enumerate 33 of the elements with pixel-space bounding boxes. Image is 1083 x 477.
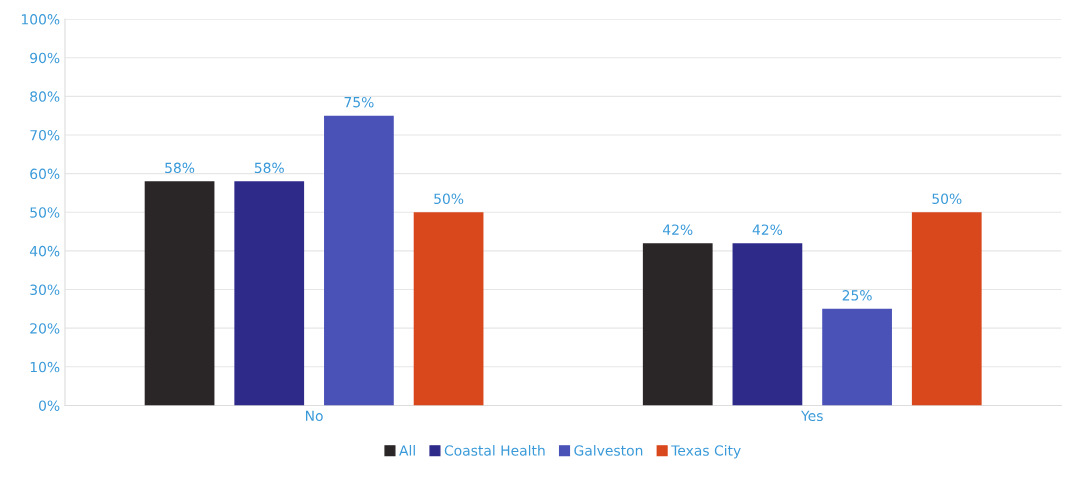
y-tick-label: 30% xyxy=(30,284,60,296)
legend-label: Coastal Health xyxy=(444,445,545,456)
data-label: 75% xyxy=(344,96,374,108)
y-tick-label: 90% xyxy=(30,52,60,64)
data-label: 25% xyxy=(842,290,872,301)
bar xyxy=(413,212,484,406)
bar xyxy=(732,243,803,406)
y-tick-label: 60% xyxy=(30,168,60,180)
y-tick-label: 20% xyxy=(30,323,60,334)
data-label: 58% xyxy=(165,162,195,174)
bar xyxy=(324,115,394,406)
data-label: 42% xyxy=(752,224,783,235)
bar xyxy=(144,181,215,406)
bar xyxy=(642,243,713,406)
y-tick-label: 80% xyxy=(30,91,60,102)
y-tick-label: 50% xyxy=(30,207,60,218)
x-tick-label: Yes xyxy=(801,410,823,422)
y-tick-label: 70% xyxy=(30,129,60,141)
bar xyxy=(234,181,305,406)
y-tick-label: 100% xyxy=(21,14,60,25)
data-label: 42% xyxy=(662,224,693,235)
legend-label: Galveston xyxy=(574,445,643,456)
y-tick-label: 10% xyxy=(30,361,60,373)
bar xyxy=(822,308,892,406)
data-label: 50% xyxy=(932,193,962,205)
x-tick-label: No xyxy=(305,410,323,422)
data-label: 50% xyxy=(434,193,464,205)
data-label: 58% xyxy=(254,162,284,174)
bar xyxy=(911,212,982,406)
legend-label: Texas City xyxy=(671,445,741,459)
legend-label: All xyxy=(399,445,415,456)
y-tick-label: 0% xyxy=(39,400,60,411)
y-tick-label: 40% xyxy=(29,245,60,257)
